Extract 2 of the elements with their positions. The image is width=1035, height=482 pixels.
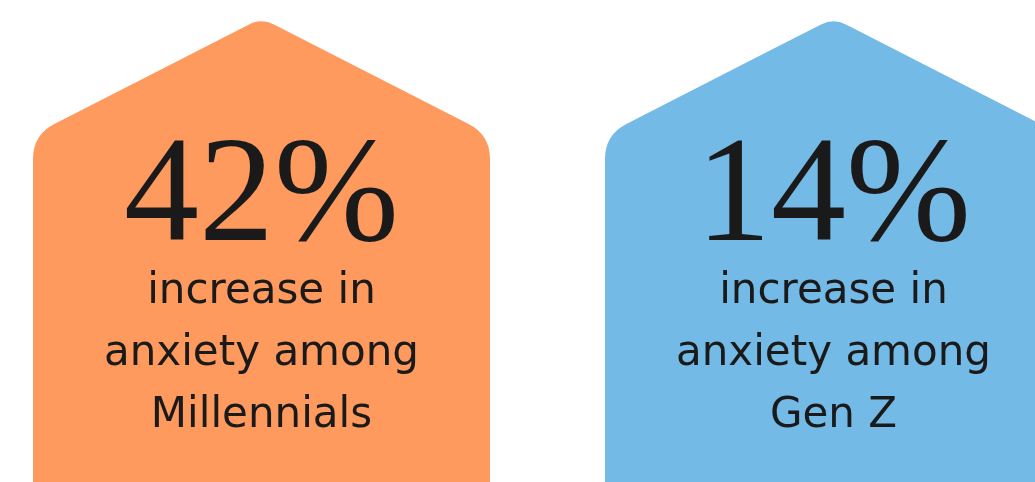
category-label: increase in anxiety among Millennials	[103, 264, 420, 437]
category-label: increase in anxiety among Gen Z	[675, 264, 992, 437]
